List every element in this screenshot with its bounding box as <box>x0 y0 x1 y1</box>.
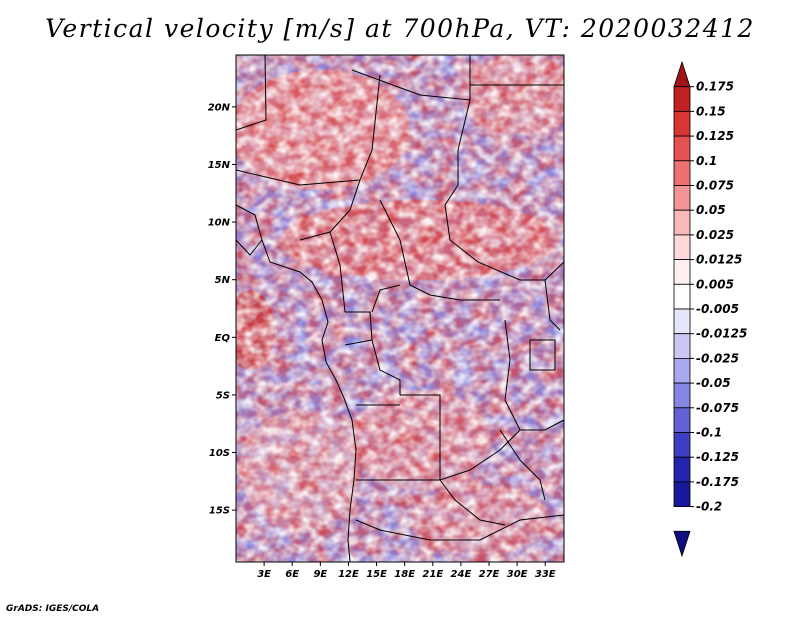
longitude-axis: 3E 6E 9E 12E 15E 18E 21E 24E 27E 30E 33E <box>257 562 556 580</box>
lon-label: 24E <box>451 569 472 580</box>
colorbar-label: -0.0125 <box>696 327 747 341</box>
colorbar-bin <box>673 60 691 88</box>
colorbar-bin <box>673 135 691 162</box>
plot-area <box>236 55 564 562</box>
map-title: Vertical velocity [m/s] at 700hPa, VT: 2… <box>45 14 755 43</box>
borders <box>236 55 564 562</box>
colorbar-label: 0.15 <box>696 104 726 118</box>
colorbar-bin <box>673 432 691 458</box>
plot-frame <box>235 54 565 563</box>
colorbar-bin <box>673 357 691 384</box>
lat-label: 10S <box>209 448 230 459</box>
colorbar-bin <box>673 160 691 186</box>
lon-label: 12E <box>338 569 359 580</box>
colorbar: 0.175 0.15 0.125 0.1 0.075 0.05 0.025 0.0125 0.0… <box>673 60 747 558</box>
colorbar-label: -0.125 <box>696 450 739 464</box>
lat-label: 20N <box>208 102 231 113</box>
lat-label: 5S <box>216 390 230 401</box>
colorbar-bin <box>673 333 691 359</box>
colorbar-bin <box>673 111 691 137</box>
lon-label: 21E <box>422 569 443 580</box>
colorbar-label: 0.075 <box>696 179 734 193</box>
colorbar-bin <box>673 530 691 558</box>
lon-label: 6E <box>285 569 299 580</box>
colorbar-label: -0.05 <box>696 376 731 390</box>
colorbar-label: 0.175 <box>696 80 734 94</box>
lat-label: 15S <box>209 506 230 517</box>
lon-label: 27E <box>479 569 500 580</box>
lat-label: EQ <box>215 333 231 344</box>
lat-label: 15N <box>208 160 231 171</box>
colorbar-label: -0.175 <box>696 475 739 489</box>
colorbar-label: -0.025 <box>696 351 739 365</box>
grads-credit: GrADS: IGES/COLA <box>6 604 100 614</box>
lat-label: 5N <box>215 275 231 286</box>
colorbar-bin <box>673 259 691 285</box>
colorbar-bin <box>673 456 691 483</box>
lon-label: 18E <box>394 569 415 580</box>
colorbar-label: -0.005 <box>696 302 739 316</box>
colorbar-bin <box>673 382 691 409</box>
lon-label: 15E <box>366 569 387 580</box>
lon-label: 30E <box>507 569 528 580</box>
colorbar-label: 0.025 <box>696 228 734 242</box>
lon-label: 9E <box>313 569 327 580</box>
colorbar-bin <box>673 185 691 211</box>
lat-label: 10N <box>208 218 231 229</box>
colorbar-bin <box>673 283 691 310</box>
colorbar-label: 0.05 <box>696 203 726 217</box>
lon-label: 33E <box>535 569 556 580</box>
colorbar-bin <box>673 407 691 433</box>
colorbar-label: 0.125 <box>696 129 734 143</box>
latitude-axis: 20N 15N 10N 5N EQ 5S 10S 15S <box>208 102 236 517</box>
colorbar-bin <box>673 308 691 335</box>
colorbar-bin <box>673 234 691 260</box>
colorbar-bin <box>673 481 691 507</box>
lon-label: 3E <box>257 569 271 580</box>
colorbar-label: -0.075 <box>696 401 739 415</box>
colorbar-label: -0.2 <box>696 500 722 514</box>
colorbar-bin <box>673 209 691 236</box>
colorbar-bin <box>673 86 691 112</box>
colorbar-label: 0.005 <box>696 277 734 291</box>
colorbar-label: 0.1 <box>696 154 717 168</box>
colorbar-label: 0.0125 <box>696 253 742 267</box>
colorbar-label: -0.1 <box>696 426 722 440</box>
